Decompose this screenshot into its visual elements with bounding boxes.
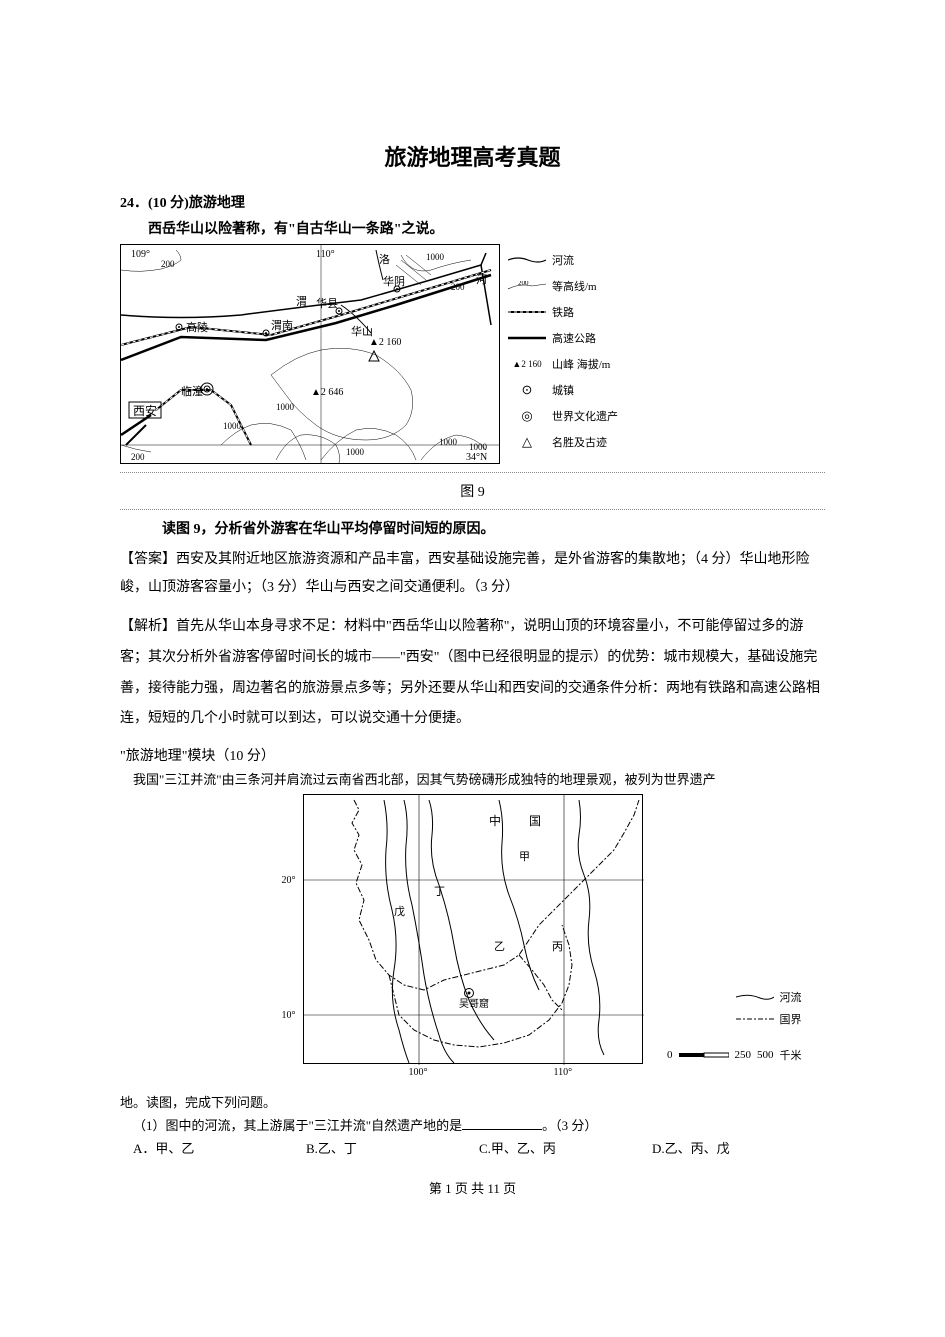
separator [120,472,825,473]
sub-question: （1）图中的河流，其上游属于"三江并流"自然遗产地的是。（3 分） [133,1115,825,1134]
legend-highway: 高速公路 [508,330,638,346]
answer-blank[interactable] [462,1129,542,1130]
svg-text:华县: 华县 [316,296,338,310]
map1-legend: 河流 200 等高线/m 铁路 高速公路 ▲2 160 山峰 海拔/m ⊙ 城镇… [508,244,638,460]
svg-text:吴哥窟: 吴哥窟 [459,997,489,1010]
svg-text:临潼: 临潼 [181,384,203,398]
svg-text:1000: 1000 [276,402,295,412]
page-title: 旅游地理高考真题 [120,140,825,172]
svg-text:乙: 乙 [494,940,505,953]
legend-town: ⊙ 城镇 [508,382,638,398]
map2-legend: 河流 国界 [736,989,802,1033]
lon-right: 110° [316,249,335,260]
svg-text:1000: 1000 [346,447,365,457]
svg-text:丁: 丁 [434,886,445,898]
map2-wrapper: 中 国 甲 丁 戊 乙 丙 吴哥窟 20° 10° 100° 110° 河流 国… [120,794,825,1064]
svg-text:戊: 戊 [394,905,405,918]
svg-text:华山: 华山 [351,324,373,338]
option-d[interactable]: D.乙、丙、戊 [652,1138,825,1157]
svg-text:华阴: 华阴 [383,274,405,288]
question-stem: 西岳华山以险著称，有"自古华山一条路"之说。 [120,218,825,238]
legend-peak: ▲2 160 山峰 海拔/m [508,356,638,372]
module-title: "旅游地理"模块（10 分） [120,745,825,765]
svg-text:渭南: 渭南 [271,319,293,332]
legend-heritage: ◎ 世界文化遗产 [508,408,638,424]
legend-contour: 200 等高线/m [508,278,638,294]
svg-text:▲2 160: ▲2 160 [369,337,401,348]
svg-text:高陵: 高陵 [186,320,208,334]
option-c[interactable]: C.甲、乙、丙 [479,1138,652,1157]
lon-left: 109° [131,249,150,260]
question-number: 24．(10 分)旅游地理 [120,192,825,212]
answer-text: 【答案】西安及其附近地区旅游资源和产品丰富，西安基础设施完善，是外省游客的集散地… [120,546,825,602]
option-b[interactable]: B.乙、丁 [306,1138,479,1157]
svg-text:▲2 646: ▲2 646 [311,387,343,398]
svg-text:渭: 渭 [296,295,307,308]
map1-svg: 109° 110° 34°N 200 1000 200 [121,245,500,464]
svg-text:200: 200 [518,281,529,287]
svg-text:西安: 西安 [133,403,157,418]
map1-container: 109° 110° 34°N 200 1000 200 [120,244,825,464]
legend2-border: 国界 [736,1011,802,1027]
lat-bottom: 34°N [466,452,487,463]
option-a[interactable]: A．甲、乙 [133,1138,306,1157]
legend-scenic: △ 名胜及古迹 [508,434,638,450]
svg-text:1000: 1000 [469,442,488,452]
svg-text:中: 中 [489,813,501,828]
svg-text:200: 200 [131,452,145,462]
page-footer: 第 1 页 共 11 页 [0,1178,945,1197]
lat-10: 10° [282,1010,296,1021]
svg-text:1000: 1000 [223,421,242,431]
q2-closing: 地。读图，完成下列问题。 [120,1092,825,1111]
lon-110: 110° [554,1067,573,1078]
lon-100: 100° [409,1067,428,1078]
legend-rail: 铁路 [508,304,638,320]
svg-text:丙: 丙 [552,941,563,953]
lat-20: 20° [282,875,296,886]
analysis-text: 【解析】首先从华山本身寻求不足：材料中"西岳华山以险著称"，说明山顶的环境容量小… [120,612,825,735]
q2-stem: 我国"三江并流"由三条河并肩流过云南省西北部，因其气势磅礴形成独特的地理景观，被… [120,769,825,788]
legend2-river: 河流 [736,989,802,1005]
question-prompt: 读图 9，分析省外游客在华山平均停留时间短的原因。 [120,518,825,538]
svg-text:1000: 1000 [426,252,445,262]
svg-text:甲: 甲 [519,851,530,863]
legend-river: 河流 [508,252,638,268]
svg-text:国: 国 [529,814,541,828]
huashan-map: 109° 110° 34°N 200 1000 200 [120,244,500,464]
map2-svg: 中 国 甲 丁 戊 乙 丙 吴哥窟 [304,795,644,1065]
sanjiang-map: 中 国 甲 丁 戊 乙 丙 吴哥窟 20° 10° 100° 110° 河流 国… [303,794,643,1064]
svg-text:洛: 洛 [379,252,390,266]
figure-caption: 图 9 [120,481,825,501]
svg-text:200: 200 [451,282,465,292]
svg-text:200: 200 [161,259,175,269]
scale-bar: 0 250 500 千米 [667,1047,802,1063]
svg-text:1000: 1000 [439,437,458,447]
svg-text:河: 河 [476,273,487,286]
options-row: A．甲、乙 B.乙、丁 C.甲、乙、丙 D.乙、丙、戊 [133,1138,825,1157]
separator [120,509,825,510]
